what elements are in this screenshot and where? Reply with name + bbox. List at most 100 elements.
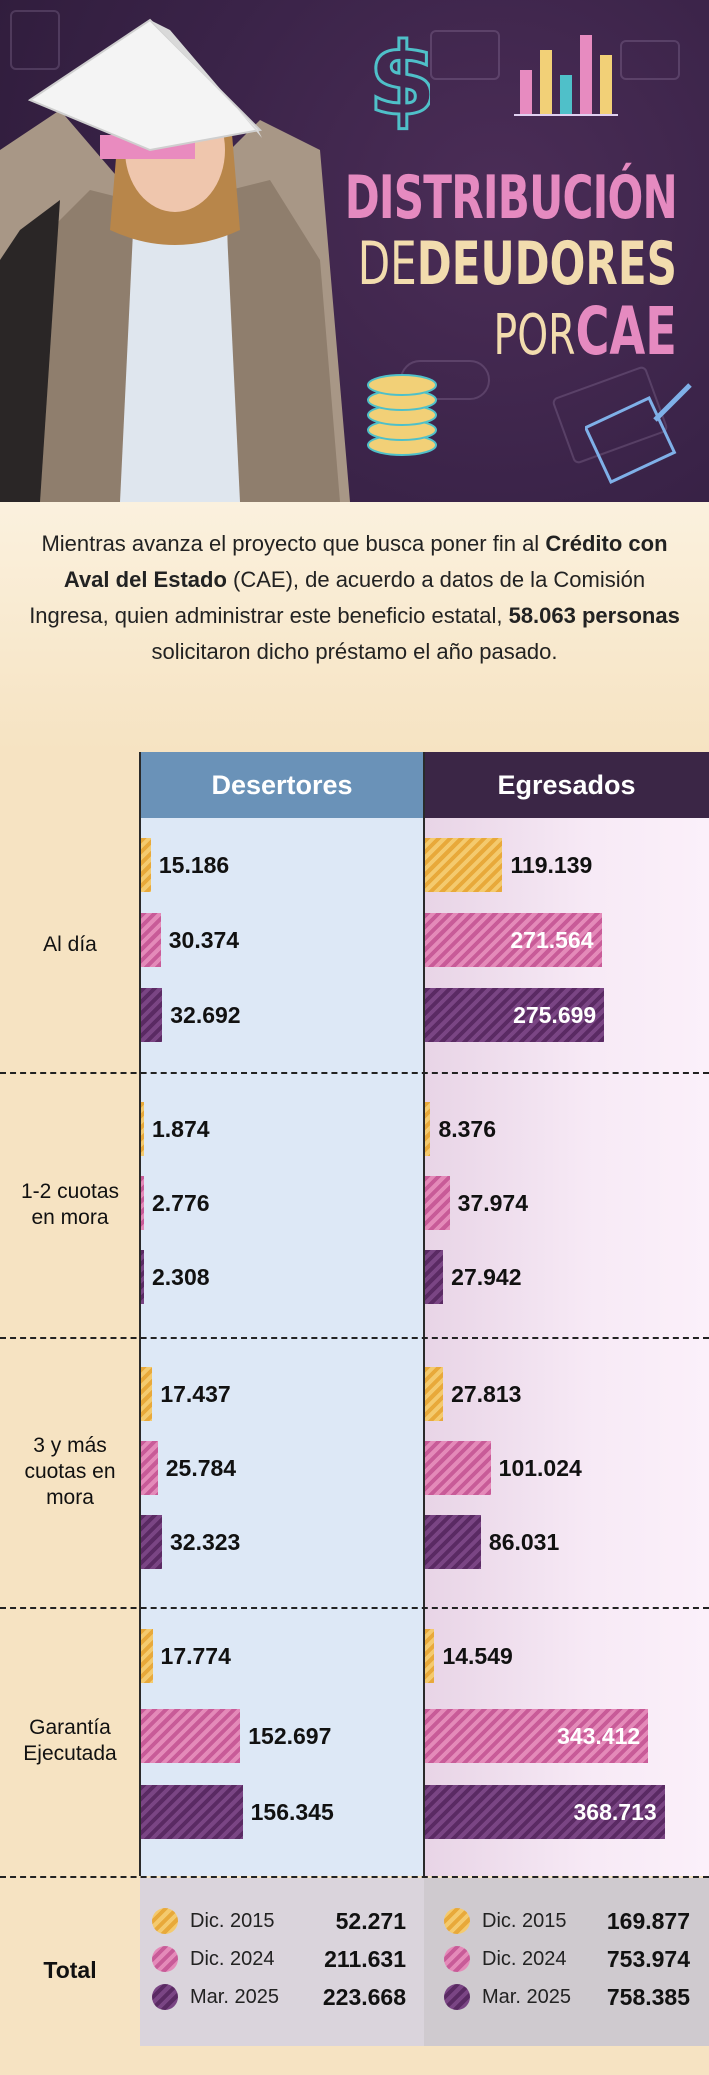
value-label-desertores: 2.776 [152, 1190, 210, 1216]
value-label-desertores: 32.323 [170, 1529, 241, 1555]
column-divider-left [139, 752, 141, 1876]
value-label-egresados: 37.974 [457, 1190, 529, 1216]
row-label-0: Al día [43, 933, 97, 956]
total-value: 753.974 [606, 1946, 690, 1972]
total-value: 223.668 [322, 1984, 406, 2010]
bar-egresados [425, 1515, 481, 1569]
bar-desertores [141, 1176, 144, 1230]
value-label-egresados: 275.699 [513, 1002, 597, 1028]
value-label-egresados: 86.031 [488, 1529, 560, 1555]
row-separator [0, 1607, 709, 1609]
bar-desertores [141, 1102, 144, 1156]
bar-desertores [141, 1709, 241, 1763]
value-label-egresados: 8.376 [438, 1116, 496, 1142]
dollar-icon: $ [367, 22, 431, 132]
debtors-chart: Desertores Egresados Total Al día 15.186 1… [0, 752, 709, 2075]
bar-desertores [141, 1250, 144, 1304]
value-label-desertores: 156.345 [250, 1799, 334, 1825]
legend-name: Mar. 2025 [190, 1986, 279, 2008]
value-label-egresados: 119.139 [510, 852, 593, 878]
bar-egresados [425, 1785, 665, 1839]
desertores-totals-panel [140, 1878, 424, 2046]
title-line-2: DEDEUDORES [357, 229, 677, 299]
book [27, 18, 263, 152]
egresados-totals-panel [424, 1878, 709, 2046]
intro-paragraph: Mientras avanza el proyecto que busca po… [0, 502, 709, 752]
title-line-3: PORCAE [493, 293, 677, 370]
document-pen-icon [585, 383, 692, 484]
bar-desertores [141, 1515, 162, 1569]
value-label-desertores: 17.437 [160, 1381, 231, 1407]
total-row-desertores: Dic. 2015 52.271 [152, 1903, 406, 1939]
bar-desertores [141, 988, 163, 1042]
value-label-egresados: 271.564 [510, 927, 594, 953]
bar-egresados [425, 1176, 450, 1230]
legend-swatch [444, 1984, 470, 2010]
value-label-desertores: 2.308 [152, 1264, 210, 1290]
legend-name: Dic. 2015 [482, 1910, 567, 1932]
row-separator [0, 1337, 709, 1339]
total-value: 211.631 [324, 1946, 406, 1972]
value-label-desertores: 30.374 [168, 927, 240, 953]
total-label: Total [43, 1957, 97, 1983]
bar-chart-icon [514, 35, 618, 116]
bar-desertores [141, 1367, 153, 1421]
legend-name: Dic. 2015 [190, 1910, 275, 1932]
header-banner: $ DISTRIBUCIÓN DEDEUDORES [0, 0, 709, 502]
bar-egresados [425, 838, 503, 892]
bar-egresados [425, 913, 602, 967]
total-row-egresados: Dic. 2015 169.877 [444, 1903, 690, 1939]
bar-desertores [141, 1441, 158, 1495]
bar-egresados [425, 1367, 444, 1421]
egresados-header: Egresados [424, 752, 709, 818]
bar-egresados [425, 1709, 649, 1763]
legend-swatch [152, 1908, 178, 1934]
value-label-egresados: 27.813 [451, 1381, 522, 1407]
value-label-desertores: 17.774 [160, 1643, 231, 1669]
desertores-column-bg [140, 752, 424, 1876]
total-row-desertores: Dic. 2024 211.631 [152, 1941, 406, 1977]
bar-egresados [425, 988, 605, 1042]
row-label-2: 3 y más cuotas en mora [24, 1434, 116, 1509]
legend-name: Dic. 2024 [482, 1948, 567, 1970]
value-label-desertores: 152.697 [248, 1723, 332, 1749]
value-label-egresados: 27.942 [451, 1264, 522, 1290]
row-label-1: 1-2 cuotas en mora [20, 1179, 120, 1229]
bar-egresados [425, 1250, 444, 1304]
value-label-egresados: 368.713 [573, 1799, 657, 1825]
value-label-desertores: 15.186 [158, 852, 230, 878]
page-title: DISTRIBUCIÓN DEDEUDORES PORCAE [251, 163, 678, 371]
total-row-egresados: Mar. 2025 758.385 [444, 1979, 690, 2015]
bar-egresados [425, 1441, 491, 1495]
value-label-egresados: 14.549 [442, 1643, 513, 1669]
bar-desertores [141, 838, 151, 892]
row-separator [0, 1072, 709, 1074]
total-value: 169.877 [606, 1908, 690, 1934]
legend-swatch [444, 1946, 470, 1972]
bar-egresados [425, 1102, 431, 1156]
coins-icon [367, 374, 437, 456]
column-divider-middle [423, 752, 425, 1876]
value-label-desertores: 32.692 [170, 1002, 241, 1028]
bar-desertores [141, 913, 161, 967]
value-label-desertores: 1.874 [152, 1116, 210, 1142]
legend-name: Mar. 2025 [482, 1986, 571, 2008]
total-value: 52.271 [335, 1908, 406, 1934]
title-line-1: DISTRIBUCIÓN [344, 163, 678, 233]
student-photo [0, 18, 350, 502]
row-label-3: Garantía Ejecutada [23, 1716, 117, 1765]
legend-swatch [152, 1984, 178, 2010]
value-label-egresados: 343.412 [557, 1723, 641, 1749]
bar-desertores [141, 1629, 153, 1683]
svg-text:$: $ [368, 22, 430, 132]
bar-egresados [425, 1629, 435, 1683]
legend-swatch [152, 1946, 178, 1972]
legend-name: Dic. 2024 [190, 1948, 275, 1970]
bar-desertores [141, 1785, 243, 1839]
total-row-desertores: Mar. 2025 223.668 [152, 1979, 406, 2015]
value-label-egresados: 101.024 [498, 1455, 582, 1481]
legend-swatch [444, 1908, 470, 1934]
desertores-header: Desertores [140, 752, 424, 818]
value-label-desertores: 25.784 [165, 1455, 237, 1481]
total-value: 758.385 [606, 1984, 690, 2010]
